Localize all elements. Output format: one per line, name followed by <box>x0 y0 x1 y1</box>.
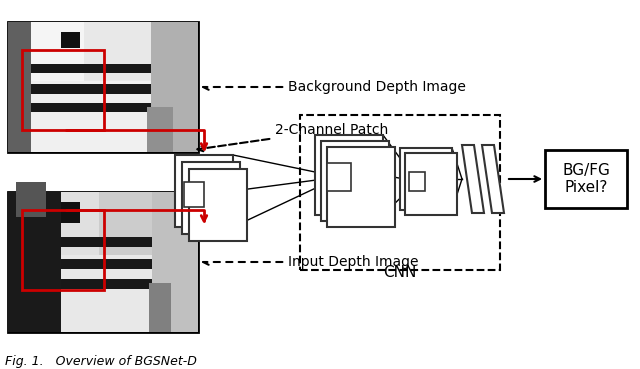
Bar <box>31 63 150 73</box>
Bar <box>22 210 104 290</box>
Bar <box>189 169 247 241</box>
Bar <box>31 80 150 152</box>
Text: 2-Channel Patch: 2-Channel Patch <box>198 123 388 151</box>
Bar <box>400 148 452 210</box>
Bar <box>327 163 351 191</box>
Bar <box>8 192 61 332</box>
Bar <box>61 202 80 223</box>
Bar <box>152 192 198 332</box>
Bar <box>315 135 383 215</box>
Bar <box>147 107 173 152</box>
Bar <box>61 255 152 332</box>
Bar <box>300 115 500 270</box>
Bar <box>405 153 457 215</box>
Bar <box>8 22 31 152</box>
Bar <box>61 32 80 48</box>
Bar <box>8 22 198 152</box>
Text: CNN: CNN <box>383 265 417 280</box>
Bar <box>61 259 152 269</box>
Bar <box>31 85 150 93</box>
Bar <box>175 155 233 227</box>
Bar <box>8 22 198 93</box>
Bar <box>61 192 99 255</box>
Bar <box>410 172 425 192</box>
Bar <box>150 22 198 152</box>
Bar <box>8 192 198 262</box>
Bar <box>545 150 627 208</box>
Bar <box>31 22 84 93</box>
Text: Fig. 1.   Overview of BGSNet-D: Fig. 1. Overview of BGSNet-D <box>5 355 197 368</box>
Bar <box>31 103 150 112</box>
Text: Input Depth Image: Input Depth Image <box>203 255 419 269</box>
Bar <box>148 283 172 332</box>
Text: Background Depth Image: Background Depth Image <box>203 80 466 94</box>
Polygon shape <box>482 145 504 213</box>
Polygon shape <box>462 145 484 213</box>
Bar <box>182 162 240 234</box>
Bar <box>22 50 104 130</box>
Text: BG/FG
Pixel?: BG/FG Pixel? <box>562 163 610 195</box>
Bar <box>61 279 152 289</box>
Bar <box>184 182 204 207</box>
Bar <box>321 141 389 221</box>
Bar <box>327 147 395 227</box>
Bar <box>61 237 152 246</box>
Bar <box>15 182 46 217</box>
Bar <box>8 192 198 332</box>
